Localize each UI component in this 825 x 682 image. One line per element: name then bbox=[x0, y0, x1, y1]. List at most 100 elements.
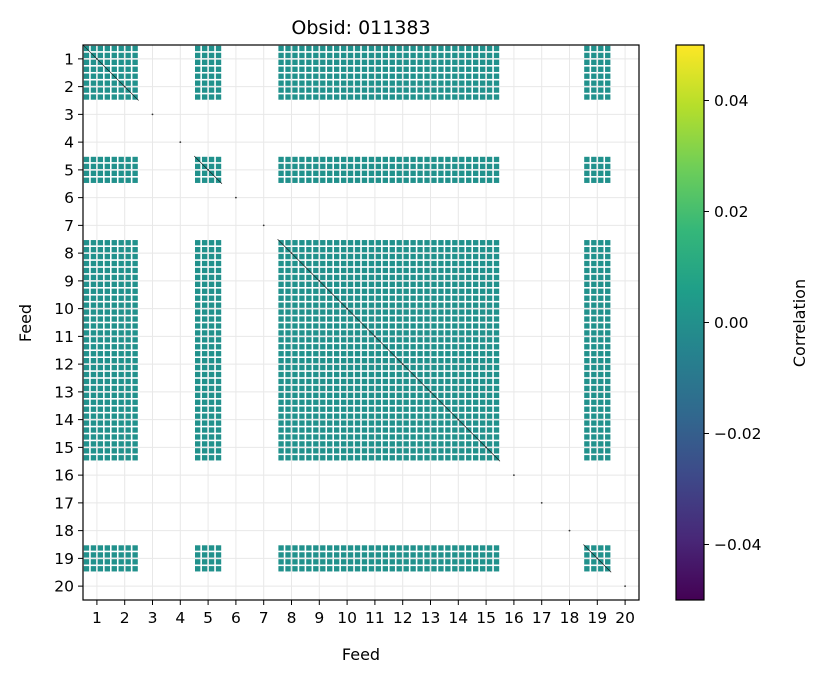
heatmap-cell-r2-c11 bbox=[368, 94, 375, 100]
heatmap-cell-r1-c11 bbox=[382, 66, 388, 72]
heatmap-cell-r2-c15 bbox=[473, 80, 479, 86]
heatmap-cell-r10-c19 bbox=[598, 309, 604, 315]
heatmap-cell-r13-c14 bbox=[445, 378, 451, 385]
heatmap-cell-r15-c12 bbox=[410, 448, 416, 454]
heatmap-cell-r12-c15 bbox=[493, 357, 500, 364]
heatmap-cell-r13-c1 bbox=[83, 385, 90, 392]
heatmap-cell-r8-c13 bbox=[417, 260, 423, 267]
heatmap-cell-r12-c8 bbox=[285, 364, 291, 371]
heatmap-cell-r1-c10 bbox=[334, 45, 340, 52]
heatmap-cell-r5-c13 bbox=[431, 177, 437, 183]
heatmap-cell-r2-c5 bbox=[201, 94, 208, 100]
heatmap-cell-r10-c13 bbox=[438, 316, 444, 322]
heatmap-cell-r14-c10 bbox=[347, 420, 354, 426]
heatmap-cell-r8-c15 bbox=[486, 253, 493, 260]
heatmap-cell-r13-c15 bbox=[486, 378, 493, 385]
heatmap-cell-r19-c19 bbox=[598, 552, 604, 558]
heatmap-cell-r8-c2 bbox=[111, 253, 117, 260]
heatmap-cell-r11-c8 bbox=[299, 337, 305, 343]
heatmap-cell-r15-c9 bbox=[320, 434, 326, 440]
heatmap-cell-r8-c15 bbox=[473, 240, 479, 246]
heatmap-cell-r13-c10 bbox=[340, 385, 347, 392]
heatmap-cell-r2-c1 bbox=[83, 80, 90, 86]
heatmap-cell-r8-c10 bbox=[340, 246, 347, 253]
heatmap-cell-r2-c10 bbox=[347, 94, 354, 100]
heatmap-cell-r19-c10 bbox=[354, 559, 361, 565]
heatmap-cell-r8-c19 bbox=[605, 240, 611, 246]
heatmap-cell-r11-c13 bbox=[431, 337, 437, 343]
heatmap-cell-r5-c11 bbox=[382, 163, 388, 170]
heatmap-cell-r12-c9 bbox=[320, 357, 326, 364]
heatmap-cell-r8-c12 bbox=[403, 246, 409, 253]
heatmap-cell-r19-c8 bbox=[292, 566, 298, 572]
heatmap-cell-r1-c2 bbox=[111, 59, 117, 66]
heatmap-cell-r10-c15 bbox=[473, 295, 479, 301]
heatmap-cell-r8-c12 bbox=[389, 260, 395, 267]
heatmap-cell-r15-c9 bbox=[313, 448, 319, 454]
heatmap-cell-r12-c12 bbox=[389, 357, 395, 364]
heatmap-cell-r13-c13 bbox=[417, 385, 423, 392]
heatmap-cell-r2-c5 bbox=[201, 80, 208, 86]
heatmap-cell-r15-c13 bbox=[431, 455, 437, 461]
heatmap-cell-r12-c5 bbox=[208, 371, 215, 378]
heatmap-cell-r14-c5 bbox=[215, 406, 222, 412]
heatmap-cell-r2-c10 bbox=[340, 80, 347, 86]
heatmap-cell-r5-c1 bbox=[97, 177, 104, 183]
heatmap-cell-r9-c19 bbox=[591, 281, 597, 288]
heatmap-cell-r15-c11 bbox=[368, 455, 375, 461]
heatmap-cell-r5-c11 bbox=[375, 156, 382, 163]
heatmap-cell-r9-c19 bbox=[584, 274, 590, 281]
heatmap-cell-r11-c11 bbox=[361, 337, 368, 343]
heatmap-cell-r11-c9 bbox=[327, 337, 333, 343]
heatmap-cell-r11-c19 bbox=[591, 330, 597, 336]
heatmap-cell-r5-c19 bbox=[591, 156, 597, 163]
heatmap-cell-r12-c5 bbox=[215, 357, 222, 364]
heatmap-cell-r13-c5 bbox=[195, 399, 201, 405]
heatmap-cell-r12-c11 bbox=[361, 371, 368, 378]
heatmap-cell-r13-c8 bbox=[299, 378, 305, 385]
heatmap-cell-r1-c11 bbox=[375, 52, 382, 59]
heatmap-cell-r11-c13 bbox=[424, 323, 430, 329]
heatmap-cell-r12-c15 bbox=[486, 357, 493, 364]
heatmap-cell-r11-c14 bbox=[459, 344, 465, 350]
heatmap-cell-r2-c12 bbox=[403, 87, 409, 93]
heatmap-cell-r13-c11 bbox=[368, 392, 375, 399]
heatmap-cell-r13-c12 bbox=[410, 392, 416, 399]
heatmap-cell-r13-c13 bbox=[431, 378, 437, 385]
heatmap-cell-r14-c14 bbox=[452, 406, 458, 412]
heatmap-cell-r8-c9 bbox=[327, 253, 333, 260]
heatmap-cell-r9-c8 bbox=[292, 267, 298, 274]
heatmap-cell-r11-c8 bbox=[285, 344, 291, 350]
y-tick-label: 20 bbox=[54, 578, 74, 596]
heatmap-cell-r2-c13 bbox=[417, 80, 423, 86]
heatmap-cell-r15-c19 bbox=[605, 448, 611, 454]
heatmap-cell-r5-c2 bbox=[111, 170, 117, 177]
heatmap-cell-r9-c9 bbox=[320, 288, 326, 294]
heatmap-cell-r8-c9 bbox=[313, 246, 319, 253]
heatmap-cell-r14-c12 bbox=[403, 406, 409, 412]
heatmap-cell-r19-c10 bbox=[354, 566, 361, 572]
heatmap-cell-r1-c15 bbox=[486, 52, 493, 59]
heatmap-cell-r11-c9 bbox=[306, 337, 312, 343]
heatmap-cell-r11-c5 bbox=[201, 323, 208, 329]
heatmap-cell-r13-c1 bbox=[104, 399, 110, 405]
heatmap-cell-r8-c9 bbox=[327, 246, 333, 253]
heatmap-cell-r1-c9 bbox=[327, 59, 333, 66]
heatmap-cell-r13-c1 bbox=[90, 392, 97, 399]
y-tick-label: 8 bbox=[64, 245, 74, 263]
heatmap-cell-r12-c1 bbox=[97, 351, 104, 357]
heatmap-cell-r12-c2 bbox=[118, 351, 124, 357]
heatmap-cell-r10-c5 bbox=[208, 316, 215, 322]
heatmap-cell-r12-c8 bbox=[278, 357, 284, 364]
heatmap-cell-r15-c5 bbox=[195, 434, 201, 440]
heatmap-cell-r2-c14 bbox=[452, 73, 458, 79]
heatmap-cell-r15-c15 bbox=[473, 448, 479, 454]
heatmap-cell-r19-c12 bbox=[410, 545, 416, 551]
heatmap-cell-r2-c19 bbox=[591, 94, 597, 100]
heatmap-cell-r2-c15 bbox=[479, 80, 486, 86]
heatmap-cell-r1-c15 bbox=[493, 52, 500, 59]
heatmap-cell-r8-c5 bbox=[195, 240, 201, 246]
heatmap-cell-r13-c14 bbox=[452, 385, 458, 392]
x-tick-label: 5 bbox=[203, 609, 213, 627]
heatmap-cell-r12-c12 bbox=[410, 364, 416, 371]
